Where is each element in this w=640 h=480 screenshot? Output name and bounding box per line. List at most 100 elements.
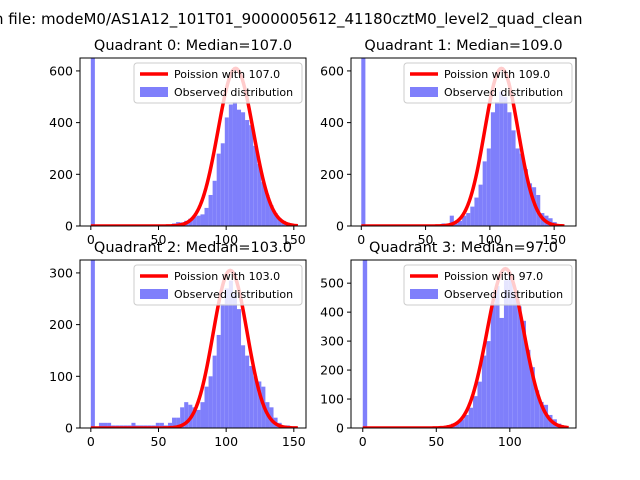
x-tick-label: 50 — [418, 232, 434, 247]
legend-box — [133, 62, 303, 104]
histogram-bar — [208, 376, 213, 428]
quadrant-1-panel: 0 50 100 150 0 200 400 600 Quadrant 1: Median=10… — [320, 38, 577, 247]
histogram-bar — [90, 58, 95, 226]
y-tick-label: 300 — [320, 334, 344, 349]
histogram-bar — [470, 206, 475, 226]
histogram-bar — [495, 101, 500, 226]
histogram-bar — [362, 260, 368, 428]
histogram-bar — [241, 345, 246, 428]
y-tick-label: 600 — [320, 63, 344, 78]
histogram-bar — [261, 182, 266, 226]
histogram-bar — [466, 213, 471, 226]
histogram-bar — [131, 422, 136, 428]
y-tick-label: 0 — [65, 219, 73, 234]
histogram-bar — [204, 207, 209, 226]
legend-box — [403, 264, 573, 306]
axes-frame — [79, 57, 307, 227]
histogram-bar — [486, 148, 491, 226]
quadrant-0-panel: 0 50 100 150 0 200 400 600 Quadrant 0: Median=10… — [49, 38, 307, 247]
legend-observed-swatch — [140, 289, 168, 299]
histogram-bar — [236, 309, 242, 428]
quadrant-3-panel: 0 50 100 0 100 200 300 400 500 Quadrant 3: Median… — [320, 240, 577, 449]
y-tick-label: 200 — [320, 167, 344, 182]
histogram-bar — [224, 288, 229, 428]
x-tick-label: 100 — [214, 232, 238, 247]
histogram-bar — [511, 130, 516, 226]
histogram-bar — [457, 220, 463, 226]
histogram-bar — [482, 161, 487, 226]
histogram-bar — [523, 169, 528, 226]
y-tick-label: 100 — [320, 392, 344, 407]
histogram-bar — [249, 365, 254, 428]
histogram-bar — [257, 163, 262, 226]
histogram-bar — [253, 376, 258, 428]
x-tick-label: 50 — [428, 434, 444, 449]
histogram-bar — [208, 194, 213, 226]
histogram-bar — [277, 218, 282, 226]
histogram-bar — [232, 293, 237, 428]
y-tick-label: 600 — [49, 63, 73, 78]
histogram-bar — [477, 381, 482, 428]
histogram-bar — [455, 422, 460, 428]
histogram-bar — [176, 417, 181, 428]
x-tick-label: 150 — [282, 434, 306, 449]
histogram-bar — [220, 303, 225, 428]
legend-poisson-label: Poission with 109.0 — [444, 68, 550, 81]
quadrant-3-title: Quadrant 3: Median=97.0 — [369, 240, 558, 256]
histogram-bar — [468, 407, 474, 428]
histogram-bar — [534, 390, 540, 428]
histogram-bar — [449, 215, 454, 226]
axes-frame — [79, 259, 307, 429]
histogram-bar — [220, 143, 225, 226]
legend-observed-swatch — [410, 289, 438, 299]
legend-observed-label: Observed distribution — [444, 86, 563, 99]
quadrant-3-plot-area — [362, 260, 569, 428]
histogram-bar — [107, 422, 112, 428]
histogram-bar — [473, 396, 478, 428]
y-tick-label: 200 — [320, 363, 344, 378]
x-tick-label: 150 — [282, 232, 306, 247]
histogram-bar — [462, 215, 467, 226]
quadrant-2-title: Quadrant 2: Median=103.0 — [94, 240, 292, 256]
histogram-bar — [464, 414, 469, 428]
histogram-bar — [236, 109, 242, 226]
legend-poisson-label: Poission with 103.0 — [174, 270, 280, 283]
legend: Poission with 103.0 Observed distribution — [133, 264, 303, 306]
histogram-bar — [539, 401, 544, 428]
histogram-bar — [265, 194, 270, 226]
histogram-bar — [216, 153, 221, 226]
histogram-bar — [196, 215, 201, 226]
quadrant-2-plot-area — [90, 260, 299, 428]
histogram-bar — [228, 280, 233, 428]
legend-observed-swatch — [410, 87, 438, 97]
histogram-bar — [486, 341, 491, 428]
legend: Poission with 107.0 Observed distribution — [133, 62, 303, 104]
histogram-bar — [490, 303, 496, 428]
histogram-bar — [245, 355, 250, 428]
histogram-bar — [103, 422, 108, 428]
histogram-bar — [499, 317, 504, 428]
histogram-bar — [519, 153, 524, 226]
histogram-bar — [257, 381, 262, 428]
histogram-bar — [495, 286, 500, 428]
histogram-bar — [512, 291, 518, 428]
histogram-bar — [155, 422, 160, 428]
x-tick-label: 100 — [478, 232, 502, 247]
legend: Poission with 109.0 Observed distribution — [403, 62, 573, 104]
histogram-bar — [507, 112, 512, 226]
quadrant-0-title: Quadrant 0: Median=107.0 — [94, 38, 292, 54]
quadrant-1-plot-area — [360, 58, 565, 226]
y-tick-label: 0 — [336, 219, 344, 234]
x-tick-label: 0 — [87, 232, 95, 247]
histogram-bar — [245, 120, 250, 226]
histogram-bar — [517, 306, 522, 428]
x-tick-label: 0 — [87, 434, 95, 449]
quadrant-2-panel: 0 50 100 150 0 100 200 300 Quadrant 2: Median=10… — [49, 240, 307, 449]
histogram-bar — [453, 223, 458, 226]
histogram-bar — [204, 386, 209, 428]
poisson-curve — [90, 66, 299, 226]
x-tick-label: 150 — [542, 232, 566, 247]
histogram-bar — [224, 117, 229, 226]
histogram-bar — [503, 280, 509, 428]
